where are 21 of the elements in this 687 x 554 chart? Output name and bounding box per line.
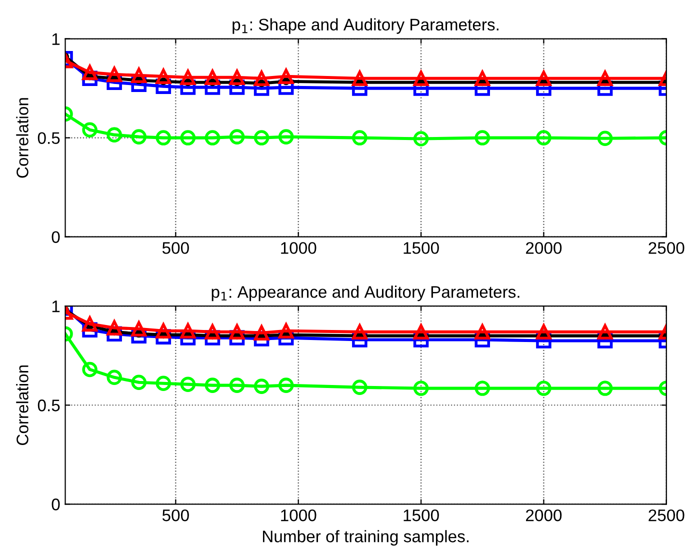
x-axis-title: Number of training samples. — [262, 530, 469, 546]
y-tick-label: 1 — [52, 300, 60, 312]
x-tick-label: 500 — [162, 242, 189, 254]
x-tick-label: 500 — [162, 509, 189, 522]
chart-title: p$_{1}$: Shape and Auditory Parameters. — [232, 18, 498, 34]
y-tick-label: 0.5 — [38, 132, 60, 144]
y-axis-title: Correlation — [16, 365, 28, 446]
x-tick-label: 1000 — [281, 509, 316, 522]
x-tick-label: 1500 — [404, 242, 439, 254]
x-tick-label: 2000 — [526, 242, 562, 254]
y-tick-label: 1 — [52, 33, 60, 45]
x-tick-label: 2000 — [526, 509, 562, 522]
x-tick-label: 2500 — [648, 242, 684, 254]
x-tick-label: 1000 — [281, 242, 316, 254]
x-tick-label: 1500 — [404, 509, 439, 522]
x-tick-label: 2500 — [648, 509, 684, 522]
y-tick-label: 0 — [52, 498, 60, 510]
y-axis-title: Correlation — [16, 98, 28, 178]
y-tick-label: 0.5 — [38, 400, 60, 412]
chart-title: p$_{1}$: Appearance and Auditory Parameters. — [212, 286, 520, 302]
y-tick-label: 0 — [52, 231, 60, 244]
